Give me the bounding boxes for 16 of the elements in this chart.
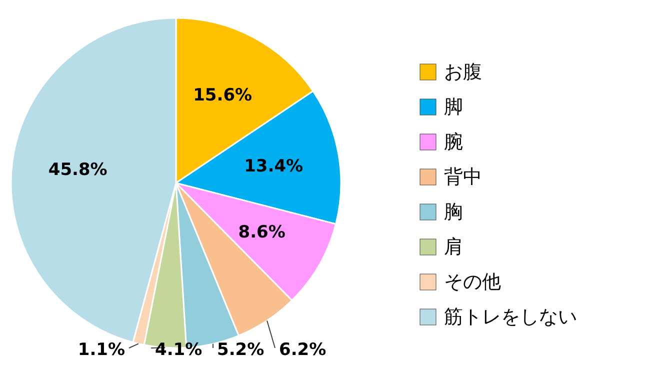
legend-label: 脚 bbox=[444, 96, 463, 118]
legend-label: 筋トレをしない bbox=[444, 306, 577, 328]
data-label: 13.4% bbox=[244, 156, 304, 176]
legend-label: 肩 bbox=[444, 236, 463, 258]
data-label: 5.2% bbox=[217, 340, 264, 360]
data-label: 45.8% bbox=[48, 160, 108, 180]
legend-label: 背中 bbox=[444, 166, 482, 188]
legend-label: 腕 bbox=[444, 131, 463, 153]
data-label: 4.1% bbox=[155, 340, 202, 360]
data-label: 15.6% bbox=[193, 86, 252, 106]
legend-label: その他 bbox=[444, 271, 501, 293]
legend-label: お腹 bbox=[444, 61, 482, 83]
legend-label: 胸 bbox=[444, 201, 463, 223]
data-label: 8.6% bbox=[238, 222, 286, 242]
data-label: 1.1% bbox=[78, 340, 126, 360]
data-label: 6.2% bbox=[279, 340, 326, 360]
